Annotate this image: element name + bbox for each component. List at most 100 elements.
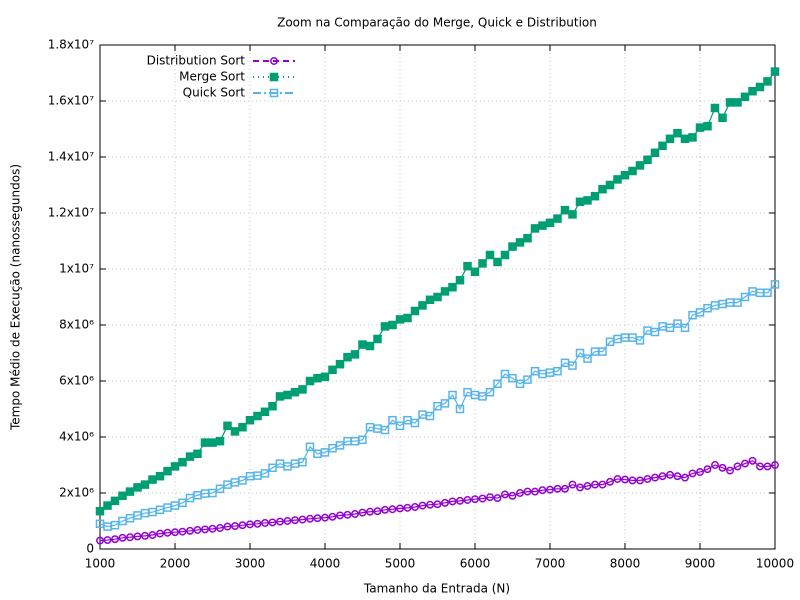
point — [320, 372, 330, 382]
point — [598, 347, 607, 356]
point — [148, 531, 157, 539]
point — [516, 489, 524, 497]
legend-label: Quick Sort — [183, 86, 246, 100]
point — [328, 512, 337, 521]
legend-marker — [269, 72, 279, 82]
point — [298, 515, 307, 524]
point — [486, 493, 494, 502]
point — [771, 461, 779, 469]
point — [118, 533, 127, 542]
point — [598, 184, 607, 194]
point — [681, 473, 689, 482]
point — [613, 475, 622, 483]
point — [673, 128, 682, 138]
point — [275, 392, 285, 401]
point — [455, 404, 465, 414]
point — [680, 323, 690, 333]
series-line — [99, 460, 776, 542]
point — [305, 442, 315, 452]
point — [591, 480, 599, 489]
point — [170, 462, 180, 471]
point — [568, 210, 577, 219]
point — [530, 224, 540, 233]
point — [733, 298, 742, 307]
point — [448, 390, 457, 400]
point — [471, 495, 479, 504]
point — [493, 494, 502, 502]
point — [628, 166, 637, 176]
point — [500, 250, 510, 260]
x-tick-label: 9000 — [685, 557, 716, 571]
point — [538, 221, 547, 230]
point — [583, 482, 592, 490]
point — [186, 526, 194, 535]
x-tick-label: 6000 — [460, 557, 491, 571]
point — [328, 365, 337, 375]
point — [193, 449, 202, 459]
point — [118, 491, 127, 501]
point — [741, 459, 749, 468]
point — [410, 418, 420, 428]
point — [643, 155, 652, 165]
point — [748, 456, 757, 465]
point — [140, 480, 150, 489]
point — [696, 468, 704, 476]
point — [126, 533, 134, 542]
point — [650, 148, 660, 158]
point — [141, 531, 149, 540]
point — [756, 462, 764, 471]
point — [381, 505, 389, 514]
x-tick-label: 1000 — [85, 557, 116, 571]
point — [733, 462, 742, 471]
point — [560, 205, 570, 215]
point — [508, 242, 517, 251]
point — [621, 475, 629, 484]
point — [763, 462, 772, 471]
point — [703, 465, 712, 474]
point — [538, 486, 547, 495]
point — [523, 233, 532, 243]
point — [680, 134, 690, 144]
point — [628, 476, 637, 485]
point — [576, 483, 584, 492]
point — [478, 494, 487, 503]
point — [291, 516, 299, 525]
point — [343, 510, 352, 519]
point — [396, 504, 404, 513]
point — [501, 490, 509, 499]
point — [96, 536, 104, 545]
point — [411, 503, 419, 511]
x-tick-label: 10000 — [756, 557, 794, 571]
point — [523, 487, 532, 496]
x-tick-label: 3000 — [235, 557, 266, 571]
point — [463, 496, 472, 504]
point — [216, 524, 224, 532]
point — [673, 472, 682, 481]
point — [561, 484, 569, 493]
point — [666, 470, 674, 479]
point — [178, 457, 187, 467]
point — [215, 436, 225, 446]
point — [95, 506, 105, 516]
point — [448, 497, 457, 506]
point — [253, 519, 262, 528]
plot-border — [99, 44, 776, 550]
point — [246, 520, 254, 529]
point — [755, 82, 765, 92]
point — [410, 306, 420, 316]
y-tick-label: 6x10⁶ — [59, 374, 94, 388]
point — [425, 295, 435, 305]
point — [171, 528, 179, 537]
point — [111, 535, 119, 544]
y-axis-label: Tempo Médio de Execução (nanossegundos) — [9, 164, 23, 431]
legend-label: Distribution Sort — [147, 54, 246, 68]
point — [313, 514, 322, 523]
point — [208, 524, 217, 533]
point — [583, 354, 592, 363]
point — [568, 361, 577, 370]
point — [485, 250, 495, 260]
point — [283, 517, 292, 525]
point — [606, 477, 614, 486]
point — [515, 238, 525, 247]
point — [163, 528, 172, 537]
